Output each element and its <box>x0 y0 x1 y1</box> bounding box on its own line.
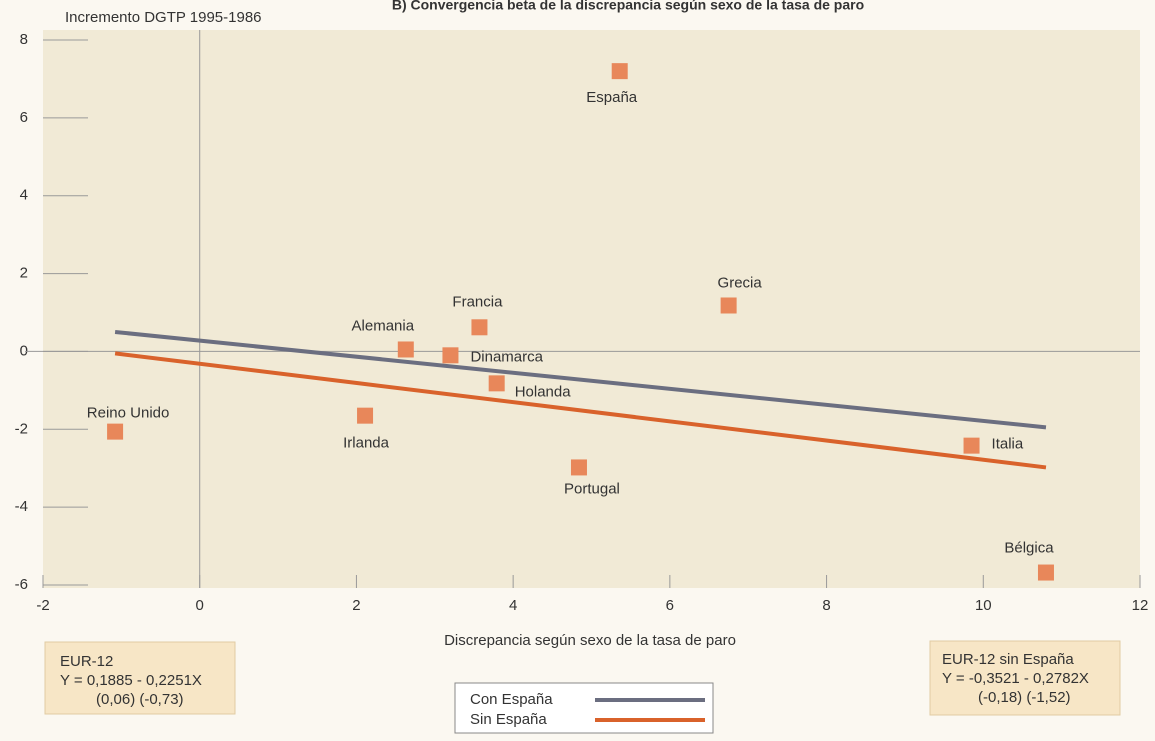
legend-label: Con España <box>470 691 553 708</box>
data-point <box>107 423 124 440</box>
annotation-text: Y = -0,3521 - 0,2782X <box>942 670 1089 687</box>
x-axis-label: Discrepancia según sexo de la tasa de pa… <box>444 632 736 649</box>
y-tick-label: 0 <box>20 342 28 359</box>
y-tick-label: -4 <box>15 498 28 515</box>
y-tick-label: 2 <box>20 265 28 282</box>
point-label: Reino Unido <box>87 405 170 422</box>
x-tick-label: 0 <box>196 597 204 614</box>
data-point <box>963 437 980 454</box>
data-point <box>442 347 459 364</box>
x-tick-label: 10 <box>975 597 992 614</box>
data-point <box>570 459 587 476</box>
annotation-text: Y = 0,1885 - 0,2251X <box>60 672 202 689</box>
y-tick-label: 6 <box>20 109 28 126</box>
data-point <box>611 63 628 80</box>
point-label: Dinamarca <box>470 348 543 365</box>
annotation-box <box>929 640 1121 716</box>
legend-label: Sin España <box>470 711 547 728</box>
x-tick-label: 2 <box>352 597 360 614</box>
legend <box>454 682 714 734</box>
x-tick-label: 4 <box>509 597 517 614</box>
point-label: Italia <box>992 436 1024 453</box>
data-point <box>397 341 414 358</box>
chart-title: B) Convergencia beta de la discrepancia … <box>392 0 864 13</box>
point-label: Portugal <box>564 480 620 497</box>
data-point <box>471 319 488 336</box>
annotation-text: EUR-12 sin España <box>942 651 1074 668</box>
point-label: Bélgica <box>1004 540 1054 557</box>
y-tick-label: 4 <box>20 187 28 204</box>
y-tick-label: 8 <box>20 31 28 48</box>
y-tick-label: -2 <box>15 420 28 437</box>
plot-area <box>43 30 1140 588</box>
point-label: España <box>586 89 638 106</box>
y-axis-label: Incremento DGTP 1995-1986 <box>65 9 262 26</box>
data-point <box>357 407 374 424</box>
annotation-box <box>44 641 236 715</box>
point-label: Francia <box>452 293 503 310</box>
x-tick-label: 8 <box>822 597 830 614</box>
data-point <box>720 297 737 314</box>
x-tick-label: 12 <box>1132 597 1149 614</box>
data-point <box>488 375 505 392</box>
point-label: Irlanda <box>343 435 390 452</box>
x-tick-label: -2 <box>36 597 49 614</box>
regression-line <box>114 351 1047 470</box>
annotation-text: (-0,18) (-1,52) <box>978 689 1071 706</box>
data-point <box>1037 564 1054 581</box>
annotation-text: EUR-12 <box>60 653 113 670</box>
y-tick-label: -6 <box>15 576 28 593</box>
point-label: Holanda <box>515 383 572 400</box>
regression-line <box>114 329 1047 430</box>
point-label: Grecia <box>718 274 763 291</box>
x-tick-label: 6 <box>666 597 674 614</box>
point-label: Alemania <box>352 317 415 334</box>
annotation-text: (0,06) (-0,73) <box>96 691 184 708</box>
